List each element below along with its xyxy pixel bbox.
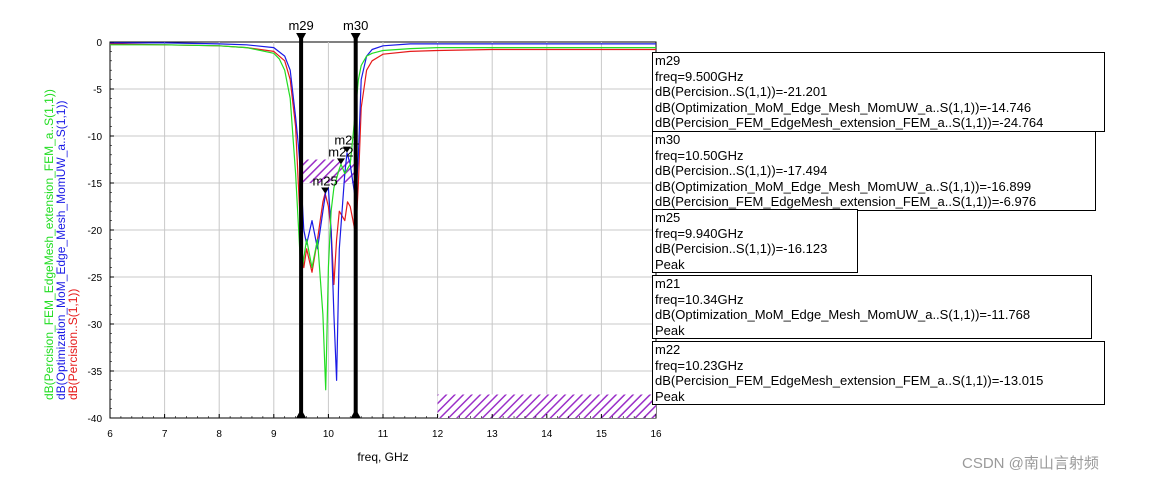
marker-readout-line: Peak	[655, 256, 685, 272]
marker-readout-line: m21	[655, 276, 681, 291]
peak-marker	[342, 146, 351, 153]
peak-marker	[321, 187, 330, 194]
y-tick-label: -5	[93, 85, 102, 96]
marker-readout-m22: m22 freq=10.23GHz dB(Percision_FEM_EdgeMes…	[652, 341, 1105, 405]
marker-top-arrow	[296, 33, 307, 42]
marker-readout-line: dB(Optimization_MoM_Edge_Mesh_MomUW_a..S…	[655, 99, 1032, 115]
marker-readout-line: freq=10.23GHz	[655, 357, 744, 373]
y-tick-label: -25	[88, 273, 103, 284]
x-tick-label: 14	[541, 429, 553, 440]
y-tick-label: -40	[88, 414, 103, 425]
marker-readout-line: dB(Percision_FEM_EdgeMesh_extension_FEM_…	[655, 373, 1044, 388]
marker-readout-line: dB(Optimization_MoM_Edge_Mesh_MomUW_a..S…	[655, 307, 1031, 322]
marker-bottom-arrow	[350, 409, 361, 418]
series-line	[109, 43, 656, 286]
x-tick-label: 10	[323, 429, 335, 440]
marker-readout-line: dB(Percision..S(1,1))=-21.201	[655, 84, 828, 99]
x-tick-label: 11	[378, 429, 389, 440]
marker-readout-line: dB(Percision..S(1,1))=-17.494	[655, 163, 828, 178]
marker-readout-line: m25	[655, 210, 681, 225]
marker-readout-line: Peak	[655, 388, 685, 404]
goal-region	[437, 394, 656, 418]
x-axis-label: freq, GHz	[357, 450, 408, 464]
marker-readout-line: dB(Percision_FEM_EdgeMesh_extension_FEM_…	[655, 115, 1044, 130]
x-tick-label: 13	[487, 429, 499, 440]
x-tick-label: 12	[432, 429, 444, 440]
marker-readout-line: m30	[655, 132, 681, 147]
marker-readout-m25: m25 freq=9.940GHz dB(Percision..S(1,1))=-1…	[652, 209, 858, 273]
x-tick-label: 8	[216, 429, 222, 440]
marker-readout-line: Peak	[655, 322, 685, 338]
x-tick-label: 6	[107, 429, 113, 440]
marker-readout-line: dB(Optimization_MoM_Edge_Mesh_MomUW_a..S…	[655, 178, 1032, 194]
peak-marker-label: m25	[312, 174, 337, 189]
y-tick-label: 0	[96, 38, 102, 49]
y-tick-label: -30	[88, 320, 103, 331]
series-lines	[109, 42, 656, 391]
y-tick-label: -15	[88, 179, 103, 190]
x-tick-label: 16	[650, 429, 662, 440]
watermark: CSDN @南山言射频	[962, 455, 1099, 472]
peak-marker-label: m21	[334, 133, 359, 148]
marker-label: m30	[343, 18, 368, 33]
y-tick-label: -35	[88, 367, 103, 378]
x-tick-label: 9	[271, 429, 277, 440]
marker-readout-line: dB(Percision_FEM_EdgeMesh_extension_FEM_…	[655, 194, 1037, 209]
marker-readout-line: dB(Percision..S(1,1))=-16.123	[655, 241, 828, 256]
marker-readout-m21: m21 freq=10.34GHz dB(Optimization_MoM_Edge…	[652, 275, 1092, 339]
marker-top-arrow	[350, 33, 361, 42]
marker-readout-line: m29	[655, 53, 681, 68]
marker-readout-line: freq=9.500GHz	[655, 68, 744, 84]
series-line	[110, 42, 656, 381]
marker-readout-m30: m30 freq=10.50GHz dB(Percision..S(1,1))=-1…	[652, 131, 1096, 211]
vertical-markers: m29 m30	[288, 18, 368, 418]
x-tick-label: 7	[162, 429, 168, 440]
marker-readout-line: freq=9.940GHz	[655, 225, 744, 241]
x-tick-label: 15	[596, 429, 608, 440]
peak-marker	[336, 158, 345, 165]
marker-readout-m29: m29 freq=9.500GHz dB(Percision..S(1,1))=-2…	[652, 52, 1105, 132]
marker-readout-line: m22	[655, 342, 681, 357]
y-tick-label: -20	[88, 226, 103, 237]
grid	[110, 42, 656, 418]
peak-marker-label: m22	[328, 144, 353, 159]
marker-bottom-arrow	[296, 409, 307, 418]
marker-readout-line: freq=10.34GHz	[655, 291, 744, 307]
y-tick-label: -10	[88, 132, 103, 143]
axis-ticks: 6 7 8 9 10 11 12 13 14 15 16 0 -5 -10 -15 -20 -25 -30 -35 -…	[88, 38, 662, 440]
marker-readout-line: freq=10.50GHz	[655, 147, 744, 163]
series-line	[110, 44, 656, 391]
marker-label: m29	[288, 18, 313, 33]
y-axis-label: dB(Percision..S(1,1))	[66, 288, 80, 400]
